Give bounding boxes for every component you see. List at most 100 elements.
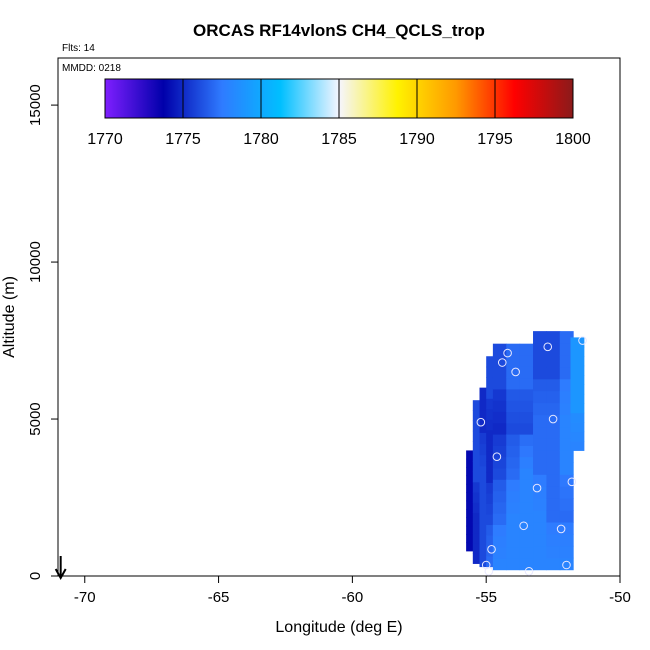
heatmap-cell [492, 434, 507, 446]
sample-point [524, 566, 534, 576]
heatmap-cell [519, 354, 534, 367]
sample-point [503, 348, 512, 358]
heatmap-cell [546, 390, 561, 404]
heatmap-cell [533, 354, 547, 368]
heatmap-cell [506, 354, 521, 367]
sample-point [532, 483, 542, 493]
heatmap-cell [546, 366, 561, 380]
heatmap-cell [492, 388, 507, 401]
heatmap-cell [546, 533, 561, 547]
heatmap-cell [506, 490, 521, 503]
heatmap-cell [546, 402, 561, 416]
heatmap-cell [492, 524, 507, 537]
heatmap-cell [570, 346, 585, 357]
heatmap-cell [519, 558, 534, 571]
heatmap-cell [546, 486, 561, 499]
x-tick-label: -55 [475, 589, 497, 606]
colorbar-tick-label: 1775 [165, 131, 201, 148]
heatmap-cell [506, 377, 521, 390]
plot-frame [57, 57, 621, 577]
heatmap-cell [519, 377, 534, 390]
heatmap-cell [519, 535, 534, 548]
heatmap-cell [519, 445, 534, 458]
heatmap-cell [570, 375, 585, 385]
heatmap-cell [559, 426, 574, 439]
heatmap-cell [506, 456, 521, 469]
heatmap-cell [506, 468, 521, 480]
heatmap-cell [533, 426, 547, 439]
heatmap-cell [492, 411, 507, 424]
sample-points-layer [476, 336, 587, 576]
y-axis: 0 5000 10000 15000 [27, 84, 58, 580]
x-axis: -70 -65 -60 -55 -50 [74, 576, 631, 606]
heatmap-cell [492, 377, 507, 390]
heatmap-cell [533, 438, 547, 451]
heatmap-cell [519, 411, 534, 424]
y-tick-label: 15000 [27, 84, 44, 126]
sample-point [492, 452, 502, 462]
heatmap-cell [519, 547, 534, 559]
heatmap-cell [546, 378, 561, 392]
heatmap-cell [519, 501, 534, 514]
y-tick-label: 10000 [27, 241, 44, 283]
heatmap-cell [533, 462, 547, 475]
heatmap-cell [570, 422, 585, 433]
heatmap-cell [533, 533, 547, 547]
heatmap-cell [559, 545, 574, 559]
heatmap-cell [492, 558, 507, 571]
heatmap-cell [546, 438, 561, 451]
heatmap-cell [506, 411, 521, 424]
heatmap-cell [533, 510, 547, 523]
colorbar-tick-label: 1790 [399, 131, 435, 148]
colorbar-tick-label: 1800 [555, 131, 591, 148]
heatmap-cell [519, 468, 534, 480]
heatmap-cell [559, 498, 574, 511]
heatmap-cell [546, 462, 561, 475]
heatmap-cell [506, 388, 521, 401]
x-tick-label: -60 [342, 589, 364, 606]
heatmap-cell [546, 510, 561, 523]
heatmap-cell [559, 462, 574, 475]
heatmap-cell [506, 366, 521, 379]
flights-note: Flts: 14 [62, 43, 95, 54]
heatmap-cell [546, 414, 561, 428]
heatmap-cell [559, 331, 574, 344]
heatmap-cell [533, 486, 547, 499]
heatmap-cell [492, 456, 507, 469]
heatmap-cell [506, 445, 521, 458]
heatmap-cell [492, 535, 507, 548]
heatmap-cell [533, 498, 547, 511]
heatmap-cell [570, 337, 585, 348]
heatmap-cell [492, 343, 507, 356]
sample-point [484, 566, 494, 576]
x-axis-label: Longitude (deg E) [275, 619, 402, 636]
heatmap-cell [492, 400, 507, 412]
heatmap-cell [559, 474, 574, 487]
heatmap-cell [506, 400, 521, 412]
heatmap-cell [570, 403, 585, 414]
sample-point [562, 560, 571, 570]
heatmap-cell [546, 331, 561, 344]
heatmap-cell [559, 354, 574, 368]
heatmap-cell [559, 438, 574, 451]
heatmap-cell [559, 450, 574, 463]
colorbar-tick-label: 1770 [87, 131, 123, 148]
heatmap-cell [533, 402, 547, 416]
heatmap-cell [559, 366, 574, 380]
heatmap-cell [546, 498, 561, 511]
heatmap-cell [506, 479, 521, 492]
heatmap-cell [533, 366, 547, 380]
y-tick-label: 0 [27, 572, 44, 580]
heatmap-cell [533, 390, 547, 404]
heatmap-cell [533, 331, 547, 344]
heatmap-cell [559, 390, 574, 404]
heatmap-cell [492, 354, 507, 367]
heatmap-cell [492, 501, 507, 514]
heatmap-cell [533, 450, 547, 463]
heatmap-cell [506, 535, 521, 548]
heatmap-cell [546, 522, 561, 535]
heatmap-cell [546, 474, 561, 487]
heatmap-cell [546, 545, 561, 559]
heatmap-cell [570, 441, 585, 451]
